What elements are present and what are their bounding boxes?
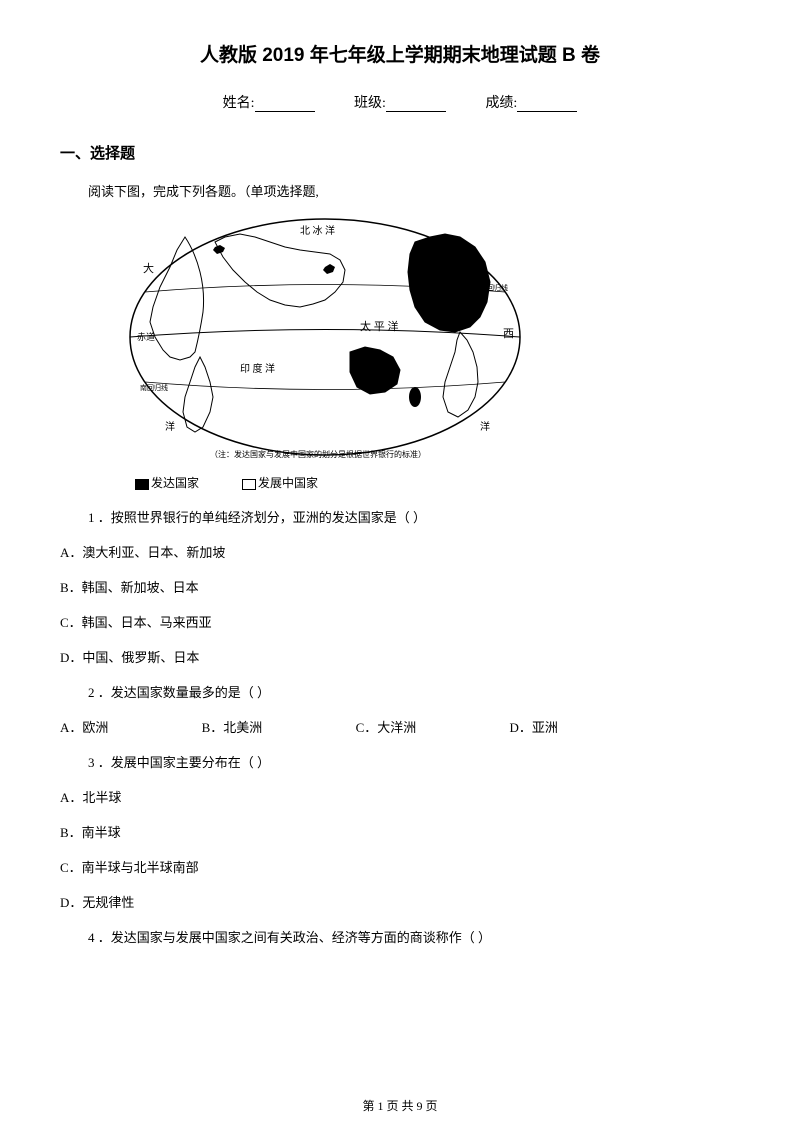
q2-option-a: A．欧洲 [60, 717, 108, 736]
q3-option-d: D．无规律性 [60, 892, 740, 911]
q1-option-a: A．澳大利亚、日本、新加坡 [60, 542, 740, 561]
q2-option-c: C．大洋洲 [356, 717, 417, 736]
q2-option-b: B．北美洲 [202, 717, 263, 736]
atlantic-left-label: 大 [143, 261, 154, 275]
legend-empty-box [242, 479, 256, 490]
map-note: （注：发达国家与发展中国家的划分是根据世界银行的标准） [210, 449, 426, 459]
name-field: 姓名: [223, 92, 315, 112]
q1-option-d: D．中国、俄罗斯、日本 [60, 647, 740, 666]
q3-option-a: A．北半球 [60, 787, 740, 806]
score-label: 成绩: [485, 96, 517, 111]
legend-developing-label: 发展中国家 [258, 476, 318, 490]
arctic-label: 北 冰 洋 [300, 224, 335, 237]
question-3: 3 ．发展中国家主要分布在（ ） [88, 752, 740, 771]
q2-options: A．欧洲 B．北美洲 C．大洋洲 D．亚洲 [60, 717, 740, 736]
equator-label: 赤道 [137, 331, 155, 342]
map-svg: 北 冰 洋 太 平 洋 大 西 印 度 洋 赤道 北回归线 南回归线 洋 洋 （… [125, 212, 525, 462]
name-label: 姓名: [223, 96, 255, 111]
name-blank[interactable] [255, 98, 315, 112]
legend-developing: 发展中国家 [242, 474, 318, 491]
tropic-n-label: 北回归线 [480, 283, 508, 292]
q3-option-c: C．南半球与北半球南部 [60, 857, 740, 876]
ocean-bottom-right: 洋 [480, 420, 490, 433]
indian-label: 印 度 洋 [240, 362, 275, 375]
legend-developed-label: 发达国家 [151, 476, 199, 490]
page-footer: 第 1 页 共 9 页 [0, 1097, 800, 1114]
world-map: 北 冰 洋 太 平 洋 大 西 印 度 洋 赤道 北回归线 南回归线 洋 洋 （… [125, 212, 525, 466]
question-4: 4 ．发达国家与发展中国家之间有关政治、经济等方面的商谈称作（ ） [88, 927, 740, 946]
q1-option-b: B．韩国、新加坡、日本 [60, 577, 740, 596]
map-legend: 发达国家 发展中国家 [135, 474, 740, 491]
atlantic-right-label: 西 [503, 328, 514, 340]
class-field: 班级: [354, 92, 446, 112]
question-2: 2 ．发达国家数量最多的是（ ） [88, 682, 740, 701]
student-info-line: 姓名: 班级: 成绩: [60, 92, 740, 112]
exam-title: 人教版 2019 年七年级上学期期末地理试题 B 卷 [60, 40, 740, 67]
q3-option-b: B．南半球 [60, 822, 740, 841]
tropic-s-label: 南回归线 [140, 383, 168, 392]
score-blank[interactable] [517, 98, 577, 112]
pacific-label: 太 平 洋 [360, 319, 399, 333]
question-1: 1 ．按照世界银行的单纯经济划分，亚洲的发达国家是（ ） [88, 507, 740, 526]
legend-filled-box [135, 479, 149, 490]
legend-developed: 发达国家 [135, 474, 199, 491]
section-header: 一、选择题 [60, 142, 740, 163]
class-label: 班级: [354, 96, 386, 111]
q1-option-c: C．韩国、日本、马来西亚 [60, 612, 740, 631]
instruction-text: 阅读下图，完成下列各题。（单项选择题, [88, 181, 740, 200]
ocean-bottom-label: 洋 [165, 420, 175, 433]
class-blank[interactable] [386, 98, 446, 112]
q2-option-d: D．亚洲 [509, 717, 557, 736]
score-field: 成绩: [485, 92, 577, 112]
